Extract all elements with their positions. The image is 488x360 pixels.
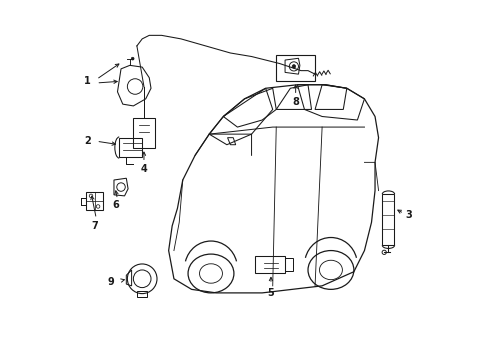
Text: 9: 9 (107, 277, 114, 287)
Bar (276, 55, 314, 81)
Bar (285, 258, 292, 271)
Text: 1: 1 (84, 76, 91, 86)
Circle shape (291, 65, 295, 68)
Bar (381, 194, 394, 245)
Text: 8: 8 (292, 98, 299, 107)
Bar (85, 192, 103, 210)
Text: 6: 6 (112, 200, 119, 210)
Bar (119, 138, 142, 157)
Text: 4: 4 (140, 165, 147, 174)
Circle shape (131, 57, 134, 60)
Text: 2: 2 (84, 136, 91, 146)
Text: 5: 5 (267, 288, 274, 298)
Text: 3: 3 (405, 210, 411, 220)
Bar (255, 256, 285, 274)
Bar (137, 291, 146, 297)
Bar (133, 118, 154, 148)
Text: 7: 7 (91, 221, 98, 231)
